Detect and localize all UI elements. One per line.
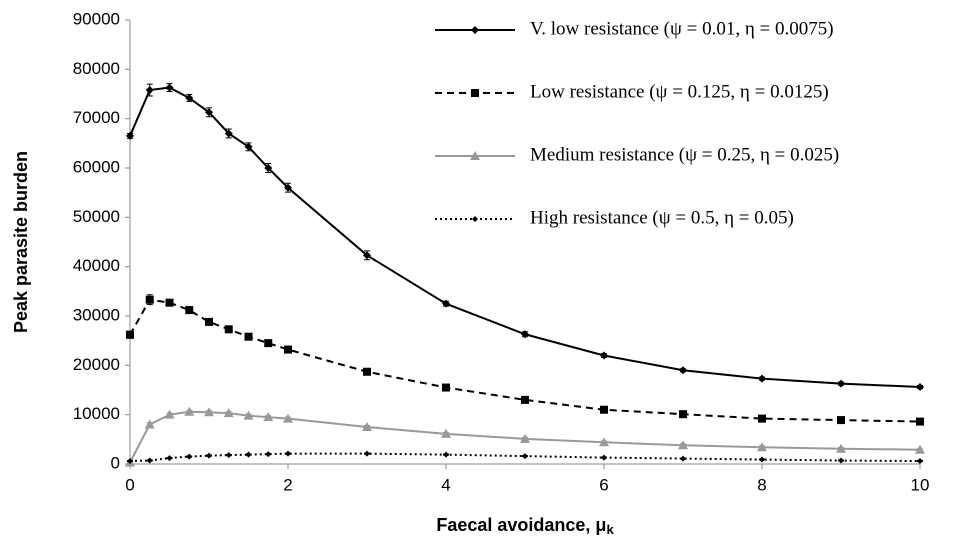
- marker: [204, 407, 214, 417]
- marker: [126, 131, 134, 140]
- y-tick-label: 20000: [73, 355, 120, 374]
- x-axis-title-main: Faecal avoidance, μ: [436, 515, 606, 535]
- marker: [363, 367, 371, 376]
- marker: [185, 93, 194, 102]
- marker: [264, 164, 273, 172]
- marker: [224, 325, 233, 334]
- marker: [759, 456, 765, 463]
- marker: [837, 416, 845, 425]
- marker: [126, 330, 134, 339]
- marker: [520, 433, 530, 443]
- y-tick-label: 80000: [73, 59, 120, 78]
- marker: [166, 455, 173, 462]
- marker: [185, 306, 194, 315]
- marker: [265, 451, 272, 458]
- marker: [145, 86, 154, 95]
- marker: [600, 351, 608, 360]
- series-line: [129, 298, 921, 423]
- marker: [442, 299, 450, 308]
- y-tick-label: 50000: [73, 207, 120, 226]
- marker: [917, 458, 923, 465]
- marker: [521, 395, 529, 404]
- marker: [205, 108, 213, 117]
- marker: [145, 295, 154, 304]
- marker: [522, 453, 528, 460]
- y-tick-label: 0: [111, 453, 120, 472]
- marker: [680, 455, 686, 462]
- marker: [471, 26, 479, 34]
- marker: [225, 452, 232, 459]
- marker: [472, 216, 478, 222]
- marker: [441, 428, 451, 438]
- marker: [224, 129, 233, 138]
- marker: [838, 457, 844, 464]
- marker: [206, 452, 212, 459]
- marker: [127, 458, 133, 465]
- marker: [916, 383, 924, 392]
- y-tick-label: 70000: [73, 108, 120, 127]
- marker: [184, 406, 195, 416]
- x-tick-label: 0: [125, 475, 134, 494]
- y-tick-label: 10000: [73, 404, 120, 423]
- marker: [916, 417, 924, 426]
- y-tick-label: 60000: [73, 157, 120, 176]
- y-axis-title: Peak parasite burden: [11, 151, 31, 333]
- marker: [758, 374, 766, 383]
- marker: [758, 414, 766, 423]
- marker: [205, 317, 213, 326]
- x-tick-label: 4: [441, 475, 450, 494]
- marker: [223, 408, 234, 418]
- legend-label: Low resistance (ψ = 0.125, η = 0.0125): [530, 81, 829, 102]
- marker: [362, 422, 372, 431]
- y-tick-label: 40000: [73, 256, 120, 275]
- marker: [285, 450, 291, 457]
- marker: [144, 419, 155, 429]
- marker: [443, 451, 449, 458]
- marker: [599, 437, 609, 447]
- x-tick-label: 2: [283, 475, 292, 494]
- marker: [470, 151, 480, 160]
- x-axis-title: Faecal avoidance, μk: [436, 515, 614, 538]
- legend-label: V. low resistance (ψ = 0.01, η = 0.0075): [530, 18, 834, 39]
- marker: [264, 339, 273, 348]
- x-tick-label: 8: [757, 475, 766, 494]
- marker: [164, 409, 175, 419]
- marker: [915, 444, 925, 454]
- marker: [284, 183, 292, 192]
- marker: [245, 451, 252, 458]
- marker: [244, 142, 253, 151]
- marker: [165, 298, 174, 307]
- x-tick-label: 6: [599, 475, 608, 494]
- marker: [679, 366, 687, 375]
- marker: [442, 383, 450, 392]
- legend-label: Medium resistance (ψ = 0.25, η = 0.025): [530, 144, 839, 165]
- marker: [283, 413, 293, 423]
- marker: [678, 440, 688, 450]
- y-tick-label: 30000: [73, 305, 120, 324]
- legend-label: High resistance (ψ = 0.5, η = 0.05): [530, 207, 794, 228]
- marker: [244, 332, 253, 341]
- series-line: [129, 86, 921, 389]
- marker: [837, 379, 845, 388]
- marker: [757, 442, 767, 452]
- marker: [165, 83, 174, 92]
- marker: [146, 457, 153, 464]
- marker: [243, 410, 254, 420]
- marker: [600, 405, 608, 414]
- x-axis-title-subscript: k: [606, 522, 614, 537]
- marker: [186, 453, 193, 460]
- marker: [263, 412, 274, 422]
- marker: [363, 251, 371, 260]
- marker: [471, 89, 479, 97]
- y-tick-label: 90000: [73, 9, 120, 28]
- x-tick-label: 10: [911, 475, 930, 494]
- marker: [284, 345, 292, 354]
- marker: [836, 443, 846, 453]
- marker: [364, 450, 370, 457]
- marker: [521, 330, 529, 339]
- marker: [601, 454, 607, 461]
- marker: [679, 410, 687, 419]
